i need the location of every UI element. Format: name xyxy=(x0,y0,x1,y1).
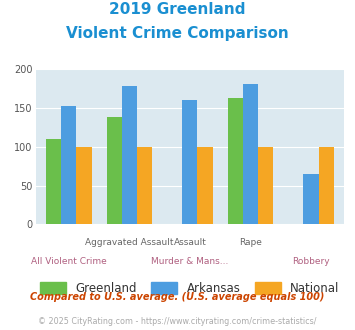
Bar xyxy=(137,147,152,224)
Text: Assault: Assault xyxy=(174,238,206,247)
Text: Robbery: Robbery xyxy=(292,257,330,266)
Bar xyxy=(122,85,137,224)
Bar xyxy=(106,117,122,224)
Text: 2019 Greenland: 2019 Greenland xyxy=(109,2,246,16)
Legend: Greenland, Arkansas, National: Greenland, Arkansas, National xyxy=(36,277,344,300)
Bar xyxy=(258,147,273,224)
Bar xyxy=(304,174,319,224)
Text: Murder & Mans...: Murder & Mans... xyxy=(151,257,229,266)
Bar xyxy=(61,106,76,224)
Text: Violent Crime Comparison: Violent Crime Comparison xyxy=(66,26,289,41)
Text: © 2025 CityRating.com - https://www.cityrating.com/crime-statistics/: © 2025 CityRating.com - https://www.city… xyxy=(38,317,317,326)
Bar xyxy=(76,147,92,224)
Bar xyxy=(319,147,334,224)
Text: Rape: Rape xyxy=(239,238,262,247)
Bar xyxy=(228,98,243,224)
Bar xyxy=(243,84,258,224)
Text: Aggravated Assault: Aggravated Assault xyxy=(85,238,174,247)
Text: All Violent Crime: All Violent Crime xyxy=(31,257,107,266)
Text: Compared to U.S. average. (U.S. average equals 100): Compared to U.S. average. (U.S. average … xyxy=(30,292,325,302)
Bar xyxy=(46,139,61,224)
Bar xyxy=(182,100,197,224)
Bar xyxy=(197,147,213,224)
